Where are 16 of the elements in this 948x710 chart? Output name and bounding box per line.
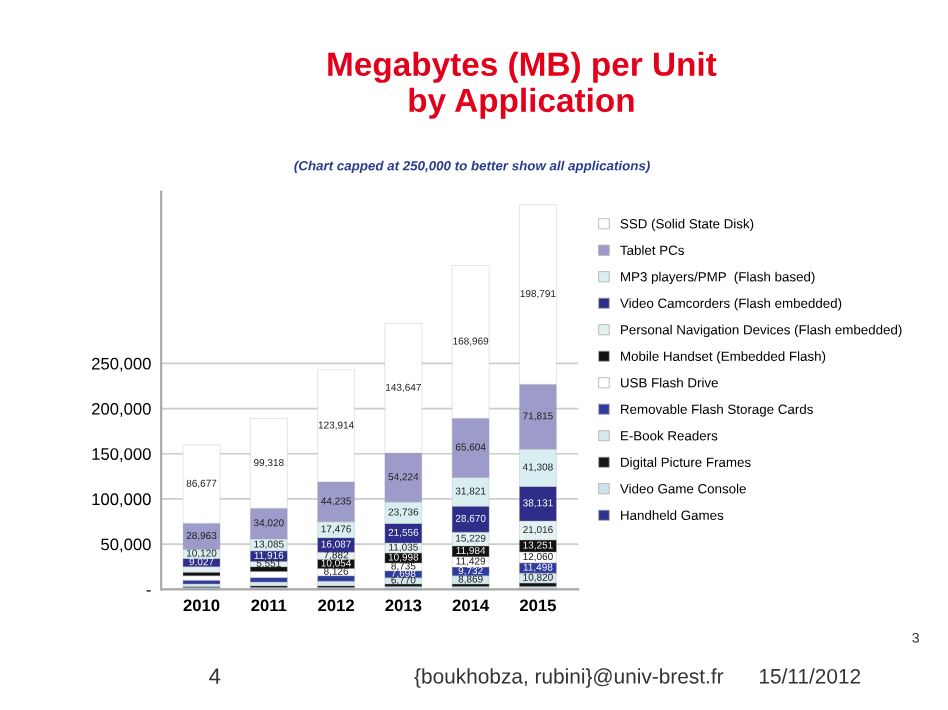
text: 15/11/2012 <box>759 668 861 684</box>
text: {boukhobza, rubini}@univ-brest.fr <box>414 668 724 688</box>
text: 4 <box>209 668 221 684</box>
y-tick-label: 200,000 <box>92 402 151 417</box>
y-tick-label: 100,000 <box>92 493 151 508</box>
y-tick-label: 150,000 <box>92 448 151 462</box>
x-tick-label: 2010 <box>183 599 220 612</box>
x-tick-label: 2012 <box>318 599 354 612</box>
chart-title: Megabytes (MB) per Unit by Application <box>328 51 717 119</box>
y-tick-label: 50,000 <box>101 538 151 553</box>
x-tick-label: 2011 <box>251 599 287 612</box>
y-tick-label: 250,000 <box>92 357 151 372</box>
x-tick-label: 2015 <box>519 599 556 612</box>
x-tick-label: 2014 <box>452 599 490 612</box>
y-tick-label: - <box>146 590 151 592</box>
x-tick-label: 2013 <box>385 599 422 612</box>
